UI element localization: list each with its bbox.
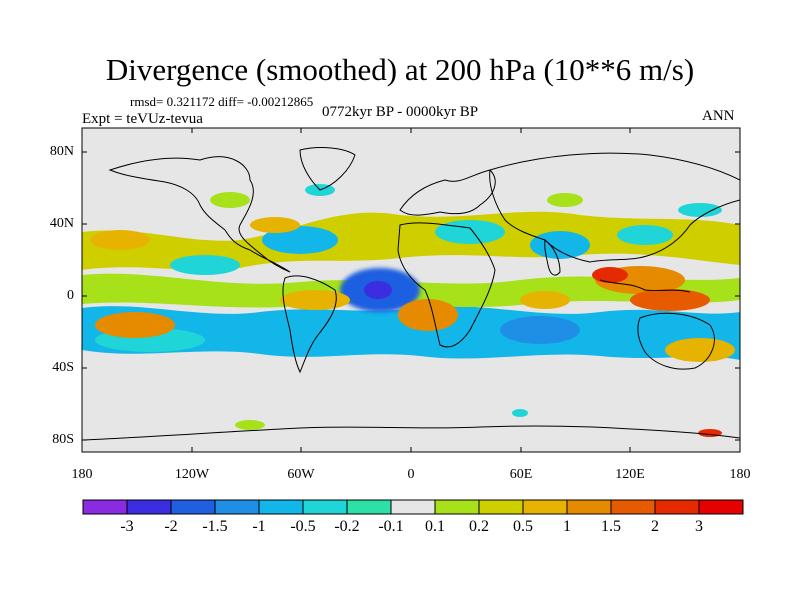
coastlines [82,147,740,441]
field-midlat-patch-1 [210,192,250,208]
coast-africa [397,222,496,348]
colorbar-label: 1 [563,518,571,535]
lon-label-180w: 180 [71,467,93,482]
colorbar-swatch [610,499,656,515]
coast-australia [637,312,715,370]
colorbar-swatch [654,499,700,515]
field-orange-patch-7 [665,338,735,362]
field-orange-patch-1 [95,312,175,338]
lon-label-0: 0 [407,467,415,482]
coast-india [544,239,561,276]
colorbar-swatch [170,499,216,515]
colorbar-label: 0.5 [513,518,533,535]
field-orange-patch-5 [630,289,710,311]
colorbar-label: -2 [164,518,178,535]
map-title: Divergence (smoothed) at 200 hPa (10**6 … [105,52,695,87]
field-orange-patch-9 [90,230,150,250]
colorbar-label: -1.5 [202,518,228,535]
lat-label-0: 0 [67,288,74,303]
colorbar-swatch [258,499,304,515]
period-label: 0772kyr BP - 0000kyr BP [322,104,479,120]
colorbar-label: 3 [695,518,703,535]
colorbar-swatch [302,499,348,515]
field-band-south [82,306,740,360]
colorbar-swatch [214,499,260,515]
lat-label-80n: 80N [49,144,74,159]
lon-label-60w: 60W [287,467,315,482]
field-blue-patch-8 [280,323,360,347]
lon-label-120w: 120W [174,467,210,482]
colorbar-label: -0.5 [290,518,316,535]
field-orange-patch-6 [592,267,628,283]
coast-antarctica [82,425,740,441]
lat-label-40n: 40N [49,216,74,231]
field-orange-patch-10 [520,291,570,309]
lon-label-60e: 60E [509,467,533,482]
field-blue-patch-2 [364,281,392,299]
colorbar-swatch [82,499,128,515]
colorbar-swatch [434,499,480,515]
colorbar-label: -0.1 [378,518,404,535]
coast-greenland [299,147,356,191]
colorbar-label: 0.2 [469,518,489,535]
colorbar-label: 1.5 [601,518,621,535]
field-orange-patch-8 [250,217,300,233]
experiment-label: Expt = teVUz-tevua [82,111,203,127]
coast-south-america [282,275,337,374]
colorbar-label: 0.1 [425,518,445,535]
field-midlat-patch-4 [678,203,722,217]
field-midlat-patch-6 [512,409,528,417]
field-midlat-patch-5 [235,420,265,430]
lon-label-120e: 120E [615,467,645,482]
divergence-field [82,184,740,437]
season-label: ANN [702,108,735,124]
colorbar-swatch [522,499,568,515]
field-blue-patch-4 [435,220,505,244]
field-blue-patch-3 [262,226,338,254]
field-blue-patch-6 [617,225,673,245]
coast-maritime [599,279,691,293]
lat-label-80s: 80S [52,432,74,447]
field-orange-patch-3 [280,290,350,310]
colorbar [82,499,744,515]
field-band-north [82,211,740,271]
colorbar-label: -0.2 [334,518,360,535]
stats-text: rmsd= 0.321172 diff= -0.00212865 [130,94,314,109]
field-blue-patch-5 [530,231,590,259]
colorbar-swatch [478,499,524,515]
colorbar-swatch [126,499,172,515]
axis-ticks [81,128,741,452]
field-blue-patch-9 [500,316,580,344]
field-blue-patch-10 [170,255,240,275]
colorbar-swatch [346,499,392,515]
field-orange-patch-2 [398,299,458,331]
colorbar-swatch [566,499,612,515]
lon-label-180e: 180 [729,467,751,482]
colorbar-label: -3 [120,518,134,535]
coast-north-america [108,156,291,273]
colorbar-swatch [698,499,744,515]
colorbar-swatch [390,499,436,515]
coast-europe [399,169,496,216]
field-midlat-patch-3 [547,193,583,207]
colorbar-label: -1 [252,518,266,535]
lat-label-40s: 40S [52,360,74,375]
colorbar-label: 2 [651,518,659,535]
coast-asia [489,152,740,263]
